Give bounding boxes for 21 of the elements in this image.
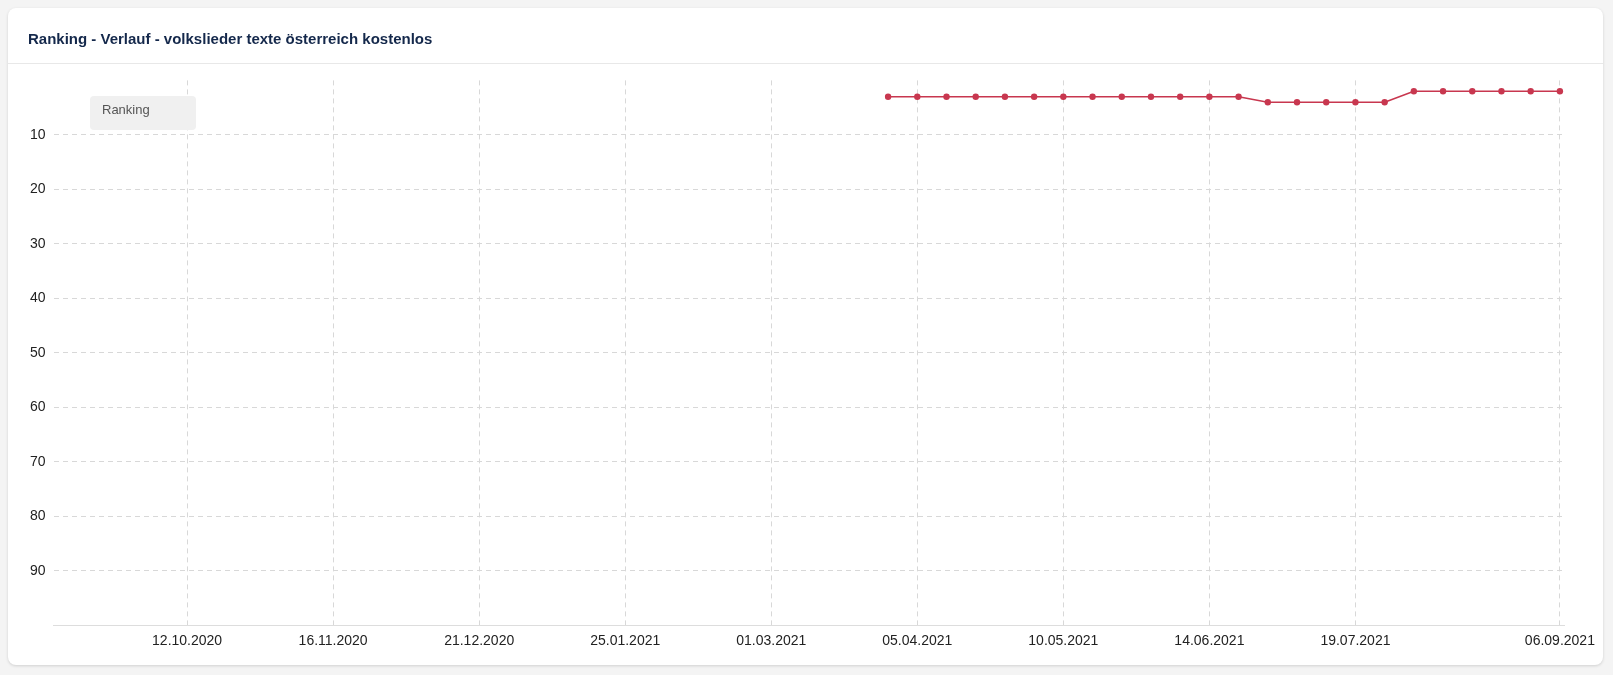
y-tick-label: 90 [29,561,46,578]
x-tick-label: 06.09.2021 [1524,632,1596,649]
tooltip-box: Ranking [90,96,196,130]
x-tick-label: 21.12.2020 [444,632,515,649]
y-tick-label: 20 [29,180,46,197]
y-tick-label: 70 [29,452,46,469]
x-tick-label: 12.10.2020 [152,632,223,649]
y-tick-label: 60 [29,398,46,415]
x-tick-label: 01.03.2021 [736,632,807,649]
x-tick-label: 25.01.2021 [590,632,661,649]
y-tick-label: 30 [29,234,46,251]
x-tick-label: 19.07.2021 [1320,632,1391,649]
x-tick-label: 05.04.2021 [882,632,953,649]
x-tick-label: 14.06.2021 [1174,632,1245,649]
x-tick-label: 10.05.2021 [1028,632,1099,649]
chart-title: Ranking - Verlauf - volkslieder texte österreich kostenlos [28,30,433,47]
x-tick-label: 16.11.2020 [298,632,368,649]
y-tick-label: 50 [29,343,46,360]
y-tick-label: 80 [29,507,46,524]
y-tick-label: 40 [29,289,46,306]
y-tick-label: 10 [29,125,46,142]
